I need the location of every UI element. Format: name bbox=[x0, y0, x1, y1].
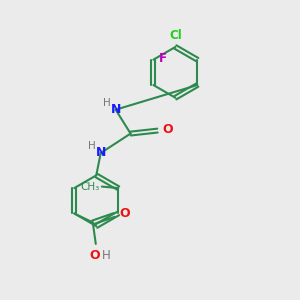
Text: O: O bbox=[89, 249, 100, 262]
Text: N: N bbox=[95, 146, 106, 160]
Text: Cl: Cl bbox=[169, 28, 182, 42]
Text: H: H bbox=[103, 98, 111, 108]
Text: H: H bbox=[102, 249, 111, 262]
Text: O: O bbox=[119, 207, 130, 220]
Text: O: O bbox=[163, 124, 173, 136]
Text: F: F bbox=[159, 52, 167, 65]
Text: CH₃: CH₃ bbox=[81, 182, 100, 192]
Text: H: H bbox=[88, 141, 96, 152]
Text: N: N bbox=[110, 103, 121, 116]
